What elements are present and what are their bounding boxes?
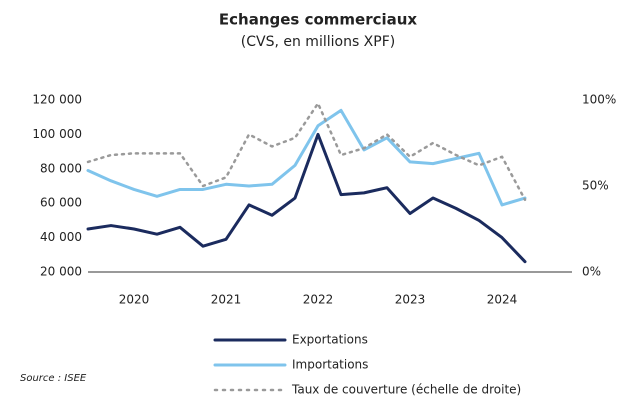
- series-line: [86, 102, 527, 202]
- y2-tick-label: 100%: [582, 93, 616, 107]
- legend-label: Importations: [292, 358, 368, 372]
- y-tick-label: 40 000: [40, 230, 82, 244]
- x-tick-label: 2022: [303, 293, 334, 307]
- y-tick-label: 60 000: [40, 196, 82, 210]
- chart-subtitle: (CVS, en millions XPF): [241, 34, 395, 50]
- x-tick-label: 2021: [211, 293, 242, 307]
- series-line: [86, 108, 527, 207]
- y2-tick-label: 0%: [582, 265, 601, 279]
- x-tick-label: 2023: [395, 293, 426, 307]
- chart-title: Echanges commerciaux: [219, 11, 418, 29]
- legend-label: Exportations: [292, 333, 368, 347]
- source: Source : ISEE: [20, 373, 87, 384]
- x-tick-label: 2024: [487, 293, 518, 307]
- y-tick-label: 120 000: [32, 93, 82, 107]
- y2-tick-label: 50%: [582, 179, 609, 193]
- y-tick-label: 80 000: [40, 161, 82, 175]
- legend-label: Taux de couverture (échelle de droite): [291, 383, 521, 397]
- y-tick-label: 100 000: [32, 127, 82, 141]
- y-tick-label: 20 000: [40, 265, 82, 279]
- x-tick-label: 2020: [119, 293, 150, 307]
- series-line: [86, 132, 527, 264]
